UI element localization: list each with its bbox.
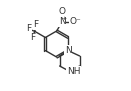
- Text: +: +: [61, 16, 67, 21]
- Text: N: N: [65, 46, 71, 55]
- Text: F: F: [30, 33, 35, 42]
- Text: N: N: [59, 17, 66, 26]
- Text: O: O: [59, 7, 66, 16]
- Text: O⁻: O⁻: [70, 17, 81, 26]
- Text: F: F: [33, 20, 39, 29]
- Text: F: F: [26, 24, 31, 33]
- Text: NH: NH: [67, 67, 81, 76]
